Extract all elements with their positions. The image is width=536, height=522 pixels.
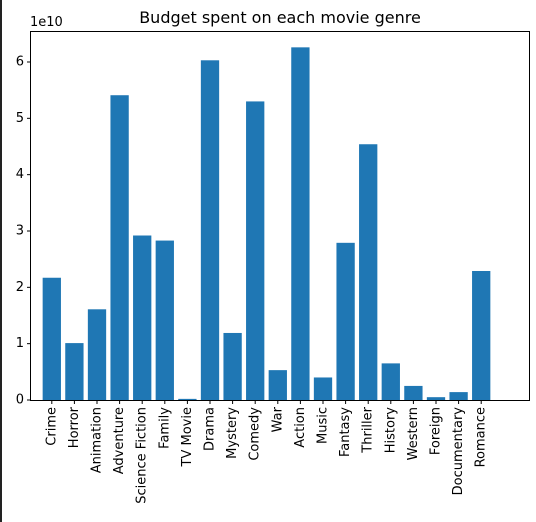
x-axis: Crime Horror Animation Adventure Science Fic… <box>44 400 489 504</box>
x-tick-label-war: War <box>270 406 285 432</box>
x-tick-label-thriller: Thriller <box>361 406 376 453</box>
y-tick-label: 1 <box>16 336 24 351</box>
x-tick-label-documentary: Documentary <box>451 407 466 496</box>
x-tick-label-action: Action <box>293 407 308 448</box>
bar-family <box>155 240 174 400</box>
bar-mystery <box>223 332 242 400</box>
x-tick-label-romance: Romance <box>474 407 489 467</box>
x-tick-label-fantasy: Fantasy <box>338 407 353 457</box>
x-tick-label-mystery: Mystery <box>225 407 240 459</box>
bar-history <box>381 363 400 400</box>
x-tick-label-tv-movie: TV Movie <box>180 407 195 467</box>
bar-action <box>291 47 310 401</box>
bar-war <box>268 370 287 400</box>
bars-group <box>42 47 491 401</box>
y-tick-label: 6 <box>16 54 24 69</box>
bar-thriller <box>359 144 378 400</box>
bar-science-fiction <box>133 235 152 400</box>
x-tick-label-foreign: Foreign <box>429 407 444 455</box>
y-tick-label: 0 <box>16 393 24 408</box>
y-tick-label: 5 <box>16 111 24 126</box>
bar-horror <box>65 343 84 400</box>
bar-crime <box>42 277 61 400</box>
plot-frame <box>30 31 530 401</box>
bar-documentary <box>449 392 468 400</box>
bar-tv-movie <box>178 398 197 400</box>
chart-title: Budget spent on each movie genre <box>139 8 421 27</box>
x-tick-label-animation: Animation <box>90 407 105 473</box>
x-tick-label-comedy: Comedy <box>248 407 263 461</box>
y-axis-offset-label: 1e10 <box>30 15 63 30</box>
x-tick-label-music: Music <box>316 407 331 444</box>
x-tick-label-western: Western <box>406 407 421 460</box>
x-tick-label-science-fiction: Science Fiction <box>135 407 150 504</box>
y-tick-label: 3 <box>16 223 24 238</box>
bar-drama <box>200 60 220 400</box>
bar-western <box>404 385 423 400</box>
x-tick-label-adventure: Adventure <box>112 407 127 474</box>
bar-animation <box>87 309 107 400</box>
x-tick-label-horror: Horror <box>67 406 82 448</box>
y-axis: 0 1 2 3 4 5 6 <box>16 54 31 408</box>
y-tick-label: 4 <box>16 167 24 182</box>
bar-adventure <box>110 95 129 400</box>
x-tick-label-history: History <box>383 407 398 454</box>
y-tick-label: 2 <box>16 280 24 295</box>
bar-fantasy <box>336 242 355 400</box>
x-tick-label-crime: Crime <box>44 407 59 446</box>
window-edge <box>0 0 2 522</box>
bar-music <box>313 377 333 400</box>
bar-foreign <box>426 397 446 400</box>
x-tick-label-drama: Drama <box>203 407 218 451</box>
x-tick-label-family: Family <box>157 407 172 449</box>
bar-romance <box>472 270 491 400</box>
bar-comedy <box>246 101 265 401</box>
